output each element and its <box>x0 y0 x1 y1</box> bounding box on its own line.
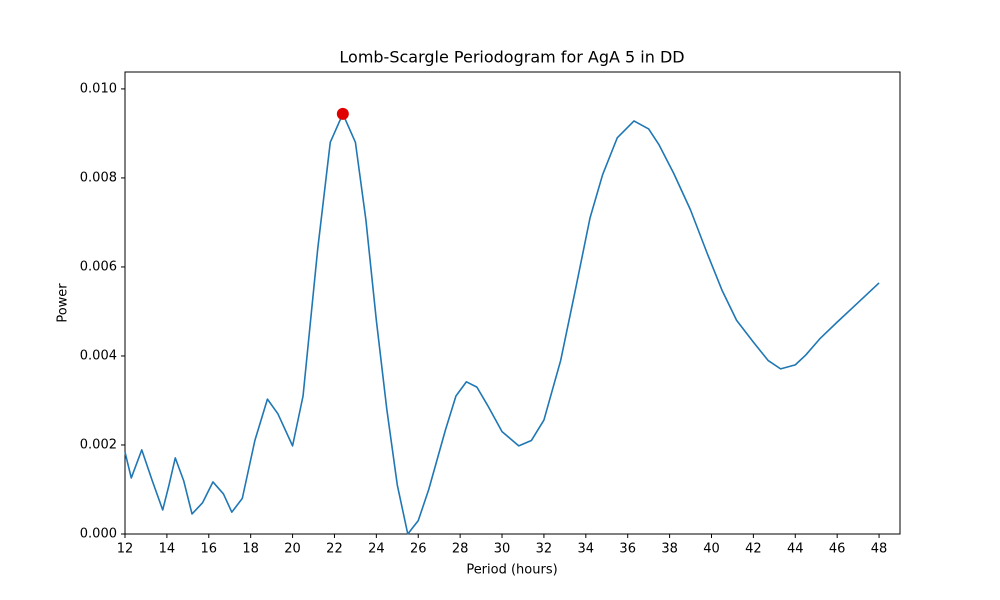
y-tick-label: 0.006 <box>80 259 117 274</box>
y-tick-label: 0.004 <box>80 348 117 363</box>
x-tick-label: 28 <box>452 542 469 557</box>
y-axis-label: Power <box>56 283 71 323</box>
x-tick-label: 42 <box>745 542 762 557</box>
x-tick-label: 20 <box>284 542 301 557</box>
x-tick-label: 12 <box>117 542 134 557</box>
x-tick-label: 16 <box>201 542 218 557</box>
y-tick-label: 0.002 <box>80 437 117 452</box>
power-line <box>124 113 880 535</box>
y-tick-label: 0.000 <box>80 527 117 542</box>
x-tick-label: 48 <box>871 542 888 557</box>
x-tick-label: 34 <box>578 542 595 557</box>
y-tick-label: 0.008 <box>80 170 117 185</box>
chart-title: Lomb-Scargle Periodogram for AgA 5 in DD <box>339 48 684 67</box>
y-tick-label: 0.010 <box>80 81 117 96</box>
x-tick-label: 36 <box>619 542 636 557</box>
x-tick-label: 44 <box>787 542 804 557</box>
x-tick-label: 32 <box>536 542 553 557</box>
x-tick-label: 14 <box>159 542 176 557</box>
x-tick-label: 40 <box>703 542 720 557</box>
x-tick-label: 26 <box>410 542 427 557</box>
x-tick-label: 24 <box>368 542 385 557</box>
x-tick-label: 22 <box>326 542 343 557</box>
x-tick-label: 18 <box>242 542 259 557</box>
x-axis-label: Period (hours) <box>466 563 557 578</box>
x-tick-label: 30 <box>494 542 511 557</box>
plot-frame <box>124 71 901 535</box>
x-tick-label: 46 <box>829 542 846 557</box>
x-tick-label: 38 <box>661 542 678 557</box>
peak-marker <box>336 107 349 120</box>
